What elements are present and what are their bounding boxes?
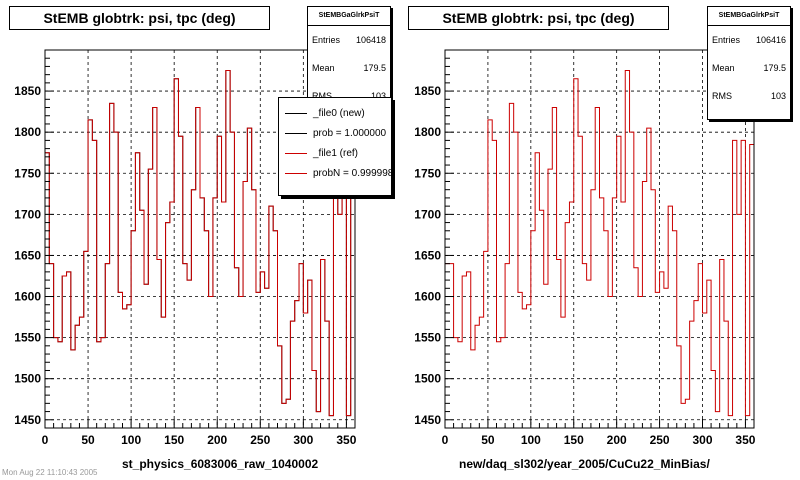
stats-value: 103 [770,91,786,101]
y-tick-label: 1750 [414,166,441,180]
y-tick-label: 1700 [414,207,441,221]
x-tick-label: 150 [164,433,184,447]
stats-row-rms-right: RMS 103 [708,82,790,110]
legend-swatch-ref [285,153,307,154]
series-line-ref [445,70,754,417]
stats-value: 106416 [755,35,786,45]
legend-label: prob = 1.000000 [313,128,387,139]
x-tick-label: 200 [207,433,227,447]
legend-label: _file1 (ref) [313,148,359,159]
y-tick-label: 1550 [414,331,441,345]
stats-name-right: StEMBGaGlrkPsiT [708,7,790,26]
legend-swatch-new [285,113,307,114]
y-tick-label: 1600 [414,290,441,304]
legend-label: probN = 0.999998 [313,168,392,179]
x-tick-label: 250 [650,433,670,447]
y-tick-label: 1450 [414,413,441,427]
x-tick-label: 0 [442,433,449,447]
x-tick-label: 300 [692,433,712,447]
x-tick-label: 350 [336,433,356,447]
legend-entry-ref: _file1 (ref) [279,144,391,164]
x-tick-label: 100 [521,433,541,447]
legend-box: _file0 (new) prob = 1.000000 _file1 (ref… [278,97,392,196]
y-tick-label: 1600 [14,290,41,304]
stats-value: 103 [370,91,386,101]
y-tick-label: 1850 [414,84,441,98]
stats-label: Mean [712,63,735,73]
x-tick-label: 0 [42,433,49,447]
x-tick-label: 150 [564,433,584,447]
x-tick-label: 350 [735,433,755,447]
stats-label: RMS [312,91,332,101]
y-tick-label: 1450 [14,413,41,427]
legend-swatch-prob [285,133,307,134]
stats-row-entries-right: Entries 106416 [708,26,790,54]
y-tick-label: 1650 [14,248,41,262]
y-tick-label: 1800 [414,125,441,139]
y-tick-label: 1650 [414,248,441,262]
legend-entry-prob: prob = 1.000000 [279,124,391,144]
stats-label: Entries [312,35,341,45]
y-tick-label: 1500 [414,372,441,386]
timestamp-footer: Mon Aug 22 11:10:43 2005 [2,468,98,477]
plot-title-left: StEMB globtrk: psi, tpc (deg) [9,6,270,30]
stats-value: 106418 [355,35,386,45]
x-caption-left: st_physics_6083006_raw_1040002 [122,457,319,471]
legend-label: _file0 (new) [313,108,365,119]
series-line-ref [45,70,355,417]
stats-box-right: StEMBGaGlrkPsiT Entries 106416 Mean 179.… [707,6,791,120]
x-tick-label: 100 [121,433,141,447]
y-tick-label: 1550 [14,331,41,345]
x-tick-label: 250 [250,433,270,447]
legend-entry-probn: probN = 0.999998 [279,164,391,184]
stats-value: 179.5 [763,63,786,73]
y-tick-label: 1750 [14,166,41,180]
x-tick-label: 300 [293,433,313,447]
y-tick-label: 1800 [14,125,41,139]
legend-swatch-probn [285,173,307,174]
x-tick-label: 50 [81,433,95,447]
x-caption-right: new/daq_sl302/year_2005/CuCu22_MinBias/ [459,457,710,471]
stats-label: Entries [712,35,741,45]
stats-row-rms-left: RMS 103 [308,82,390,110]
stats-row-entries-left: Entries 106418 [308,26,390,54]
stats-value: 179.5 [363,63,386,73]
stats-label: RMS [712,91,732,101]
y-tick-label: 1500 [14,372,41,386]
x-tick-label: 50 [481,433,495,447]
stats-row-mean-right: Mean 179.5 [708,54,790,82]
plot-title-right: StEMB globtrk: psi, tpc (deg) [408,6,669,30]
y-tick-label: 1850 [14,84,41,98]
y-tick-label: 1700 [14,207,41,221]
histogram-plot-right: 0 50 100 150 200 250 300 350 1450 1500 1550 1600 165… [414,49,756,447]
legend-entry-new: _file0 (new) [279,104,391,124]
stats-label: Mean [312,63,335,73]
stats-row-mean-left: Mean 179.5 [308,54,390,82]
stats-name-left: StEMBGaGlrkPsiT [308,7,390,26]
x-tick-label: 200 [607,433,627,447]
